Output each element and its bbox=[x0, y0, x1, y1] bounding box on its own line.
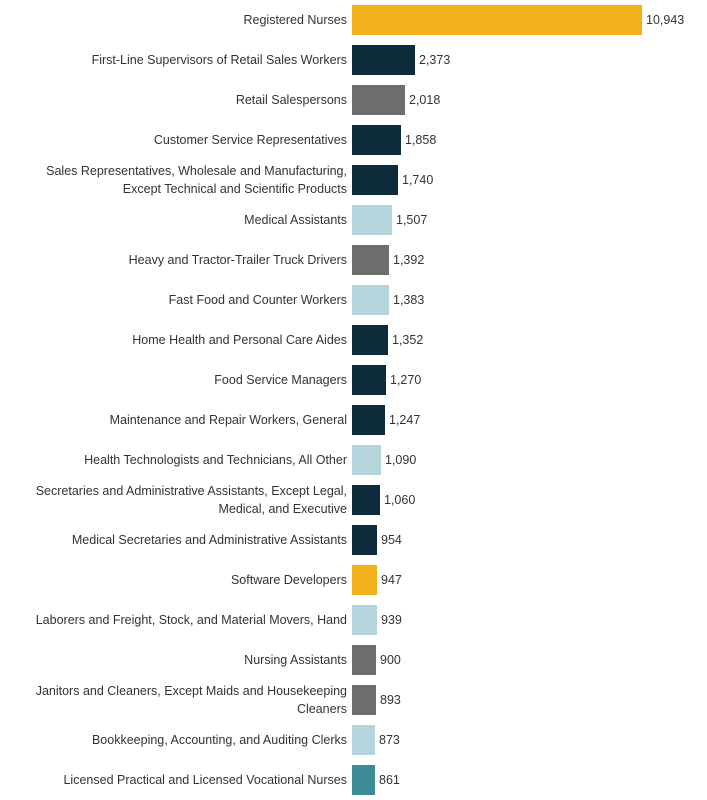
value-label: 1,392 bbox=[393, 253, 425, 267]
bar-row: Sales Representatives, Wholesale and Man… bbox=[0, 160, 707, 200]
bar bbox=[352, 245, 389, 275]
bar-row: First-Line Supervisors of Retail Sales W… bbox=[0, 40, 707, 80]
bar-row: Food Service Managers 1,270 bbox=[0, 360, 707, 400]
category-label: Licensed Practical and Licensed Vocation… bbox=[63, 773, 347, 787]
bar bbox=[352, 45, 415, 75]
value-label: 1,060 bbox=[384, 493, 416, 507]
bar bbox=[352, 125, 401, 155]
bar-row: Home Health and Personal Care Aides 1,352 bbox=[0, 320, 707, 360]
value-label: 893 bbox=[380, 693, 401, 707]
category-label: Software Developers bbox=[230, 573, 347, 587]
bar-row: Heavy and Tractor-Trailer Truck Drivers 1… bbox=[0, 240, 707, 280]
category-label: Secretaries and Administrative Assistant… bbox=[35, 484, 347, 516]
bar-row: Licensed Practical and Licensed Vocation… bbox=[0, 760, 707, 800]
bar-row: Laborers and Freight, Stock, and Materia… bbox=[0, 600, 707, 640]
bar bbox=[352, 405, 385, 435]
bar bbox=[352, 85, 405, 115]
category-label: Home Health and Personal Care Aides bbox=[132, 333, 347, 347]
bar bbox=[352, 205, 392, 235]
value-label: 1,383 bbox=[393, 293, 425, 307]
category-label: Maintenance and Repair Workers, General bbox=[109, 413, 347, 427]
bar bbox=[352, 685, 376, 715]
bar bbox=[352, 605, 377, 635]
bar-row: Bookkeeping, Accounting, and Auditing Cl… bbox=[0, 720, 707, 760]
bar-row: Health Technologists and Technicians, Al… bbox=[0, 440, 707, 480]
value-label: 1,247 bbox=[389, 413, 421, 427]
category-label: First-Line Supervisors of Retail Sales W… bbox=[91, 53, 347, 67]
value-label: 873 bbox=[379, 733, 400, 747]
bar bbox=[352, 765, 375, 795]
category-label: Retail Salespersons bbox=[235, 93, 347, 107]
category-label: Food Service Managers bbox=[214, 373, 347, 387]
bar-row: Retail Salespersons 2,018 bbox=[0, 80, 707, 120]
bar-row: Nursing Assistants 900 bbox=[0, 640, 707, 680]
bar bbox=[352, 165, 398, 195]
category-label: Fast Food and Counter Workers bbox=[168, 293, 347, 307]
bar bbox=[352, 485, 380, 515]
value-label: 939 bbox=[381, 613, 402, 627]
value-label: 10,943 bbox=[646, 13, 685, 27]
value-label: 900 bbox=[380, 653, 401, 667]
value-label: 2,018 bbox=[409, 93, 441, 107]
bar-row: Maintenance and Repair Workers, General 1… bbox=[0, 400, 707, 440]
bar bbox=[352, 5, 642, 35]
category-label: Laborers and Freight, Stock, and Materia… bbox=[35, 613, 347, 627]
category-label: Nursing Assistants bbox=[244, 653, 347, 667]
category-label: Sales Representatives, Wholesale and Man… bbox=[46, 164, 347, 196]
category-label: Medical Secretaries and Administrative A… bbox=[71, 533, 347, 547]
bar bbox=[352, 645, 376, 675]
value-label: 954 bbox=[381, 533, 402, 547]
value-label: 947 bbox=[381, 573, 402, 587]
bar-row: Registered Nurses 10,943 bbox=[0, 0, 707, 40]
bar bbox=[352, 325, 388, 355]
bar bbox=[352, 725, 375, 755]
category-label: Customer Service Representatives bbox=[153, 133, 347, 147]
bar-row: Secretaries and Administrative Assistant… bbox=[0, 480, 707, 520]
value-label: 1,858 bbox=[405, 133, 437, 147]
bar-row: Medical Secretaries and Administrative A… bbox=[0, 520, 707, 560]
bar bbox=[352, 365, 386, 395]
category-label: Bookkeeping, Accounting, and Auditing Cl… bbox=[91, 733, 347, 747]
bar-row: Janitors and Cleaners, Except Maids and … bbox=[0, 680, 707, 720]
category-label: Medical Assistants bbox=[244, 213, 347, 227]
value-label: 1,740 bbox=[402, 173, 434, 187]
value-label: 861 bbox=[379, 773, 400, 787]
category-label: Registered Nurses bbox=[243, 13, 347, 27]
value-label: 1,507 bbox=[396, 213, 428, 227]
category-label: Janitors and Cleaners, Except Maids and … bbox=[35, 684, 347, 716]
bar bbox=[352, 525, 377, 555]
category-label: Health Technologists and Technicians, Al… bbox=[84, 453, 347, 467]
bar-row: Fast Food and Counter Workers 1,383 bbox=[0, 280, 707, 320]
bar bbox=[352, 285, 389, 315]
bar-row: Software Developers 947 bbox=[0, 560, 707, 600]
value-label: 2,373 bbox=[419, 53, 451, 67]
value-label: 1,270 bbox=[390, 373, 422, 387]
bar-row: Medical Assistants 1,507 bbox=[0, 200, 707, 240]
value-label: 1,090 bbox=[385, 453, 417, 467]
bar-row: Customer Service Representatives 1,858 bbox=[0, 120, 707, 160]
value-label: 1,352 bbox=[392, 333, 424, 347]
bar bbox=[352, 565, 377, 595]
bar bbox=[352, 445, 381, 475]
category-label: Heavy and Tractor-Trailer Truck Drivers bbox=[128, 253, 347, 267]
